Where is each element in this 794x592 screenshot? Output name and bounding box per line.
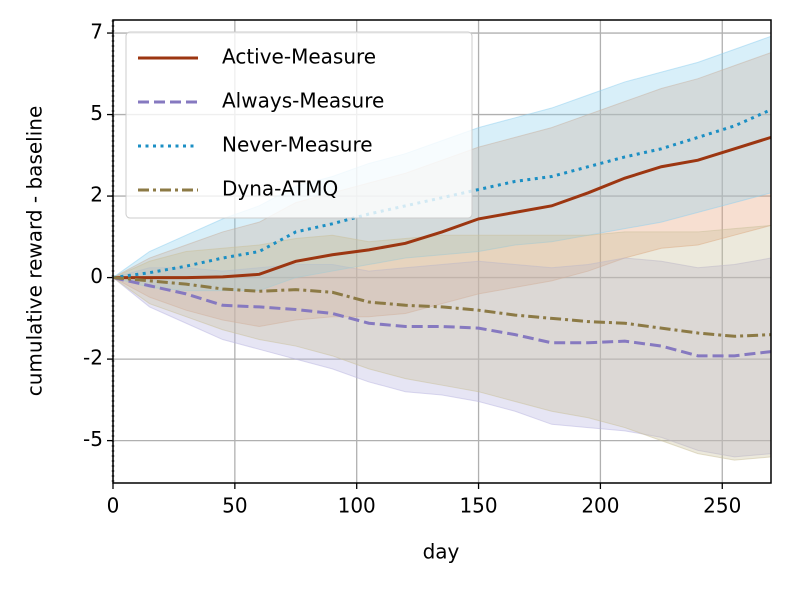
y-tick-label: 7 — [90, 20, 103, 44]
y-axis-label: cumulative reward - baseline — [23, 106, 47, 397]
x-tick-label: 100 — [338, 494, 376, 518]
x-tick-label: 50 — [222, 494, 247, 518]
y-tick-label: -2 — [83, 346, 103, 370]
x-tick-label: 0 — [107, 494, 120, 518]
legend-label: Active-Measure — [222, 45, 376, 69]
legend-label: Never-Measure — [222, 133, 373, 157]
x-tick-label: 150 — [459, 494, 497, 518]
x-axis-label: day — [423, 540, 460, 564]
x-tick-label: 200 — [581, 494, 619, 518]
y-tick-label: 0 — [90, 264, 103, 288]
y-tick-label: 5 — [90, 101, 103, 125]
legend-box — [125, 31, 473, 219]
legend-label: Always-Measure — [222, 89, 384, 113]
series-line — [113, 135, 772, 280]
plot-frame — [112, 19, 772, 484]
series-line — [112, 276, 772, 358]
y-tick-label: -5 — [83, 427, 103, 451]
series-line — [112, 276, 772, 338]
y-tick-label: 2 — [90, 183, 103, 207]
legend: Active-Measure Always-Measure Never-Measur… — [125, 31, 473, 219]
x-tick-label: 250 — [703, 494, 741, 518]
legend-label: Dyna-ATMQ — [222, 177, 338, 201]
